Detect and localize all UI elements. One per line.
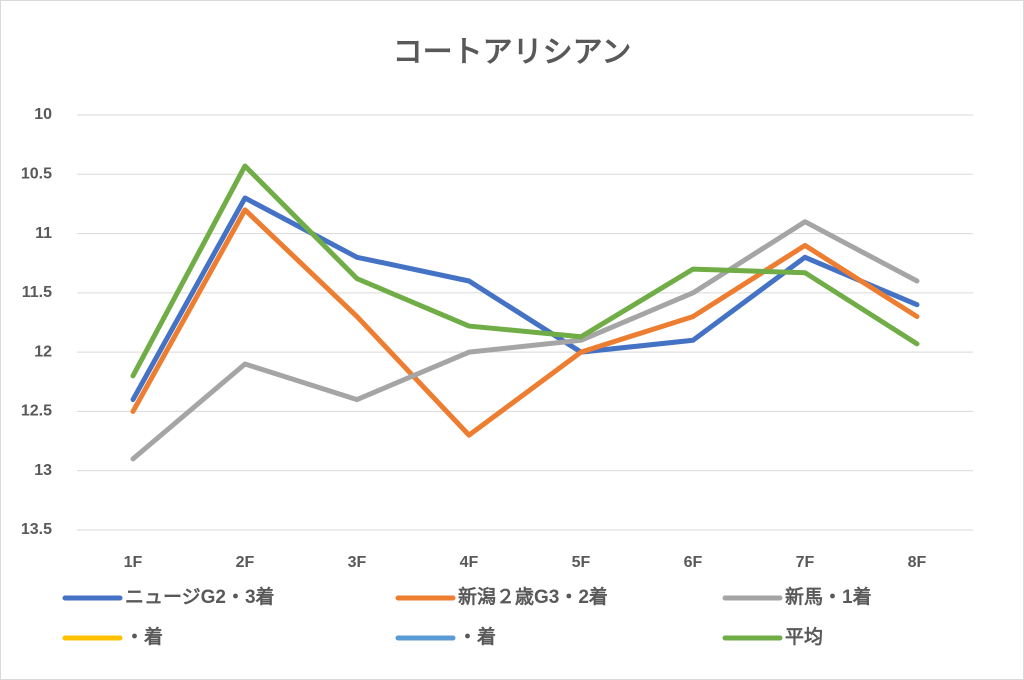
y-tick-label: 11.5 [22,284,52,301]
y-tick-label: 10 [34,106,52,123]
legend-label: 新馬・1着 [785,585,872,608]
legend-label: 新潟２歳G3・2着 [458,585,608,608]
x-tick-label: 8F [908,554,927,571]
y-tick-label: 13 [34,462,52,479]
y-tick-label: 10.5 [21,166,52,183]
series-line [130,207,920,438]
y-tick-label: 13.5 [21,521,52,538]
y-tick-label: 12 [34,343,52,360]
y-tick-label: 12.5 [21,403,52,420]
chart-title: コートアリシアン [393,36,632,69]
series-line [130,163,920,379]
series-line [130,219,920,462]
legend-label: ・着 [458,625,496,648]
x-tick-label: 4F [460,554,479,571]
legend-label: ・着 [125,625,163,648]
legend-label: 平均 [785,625,823,648]
x-tick-label: 5F [572,554,591,571]
x-tick-label: 7F [796,554,815,571]
legend-label: ニュージG2・3着 [125,585,275,608]
x-tick-label: 3F [348,554,367,571]
x-tick-label: 6F [684,554,703,571]
y-tick-label: 11 [35,225,52,242]
x-tick-label: 2F [236,554,255,571]
x-tick-label: 1F [124,554,143,571]
